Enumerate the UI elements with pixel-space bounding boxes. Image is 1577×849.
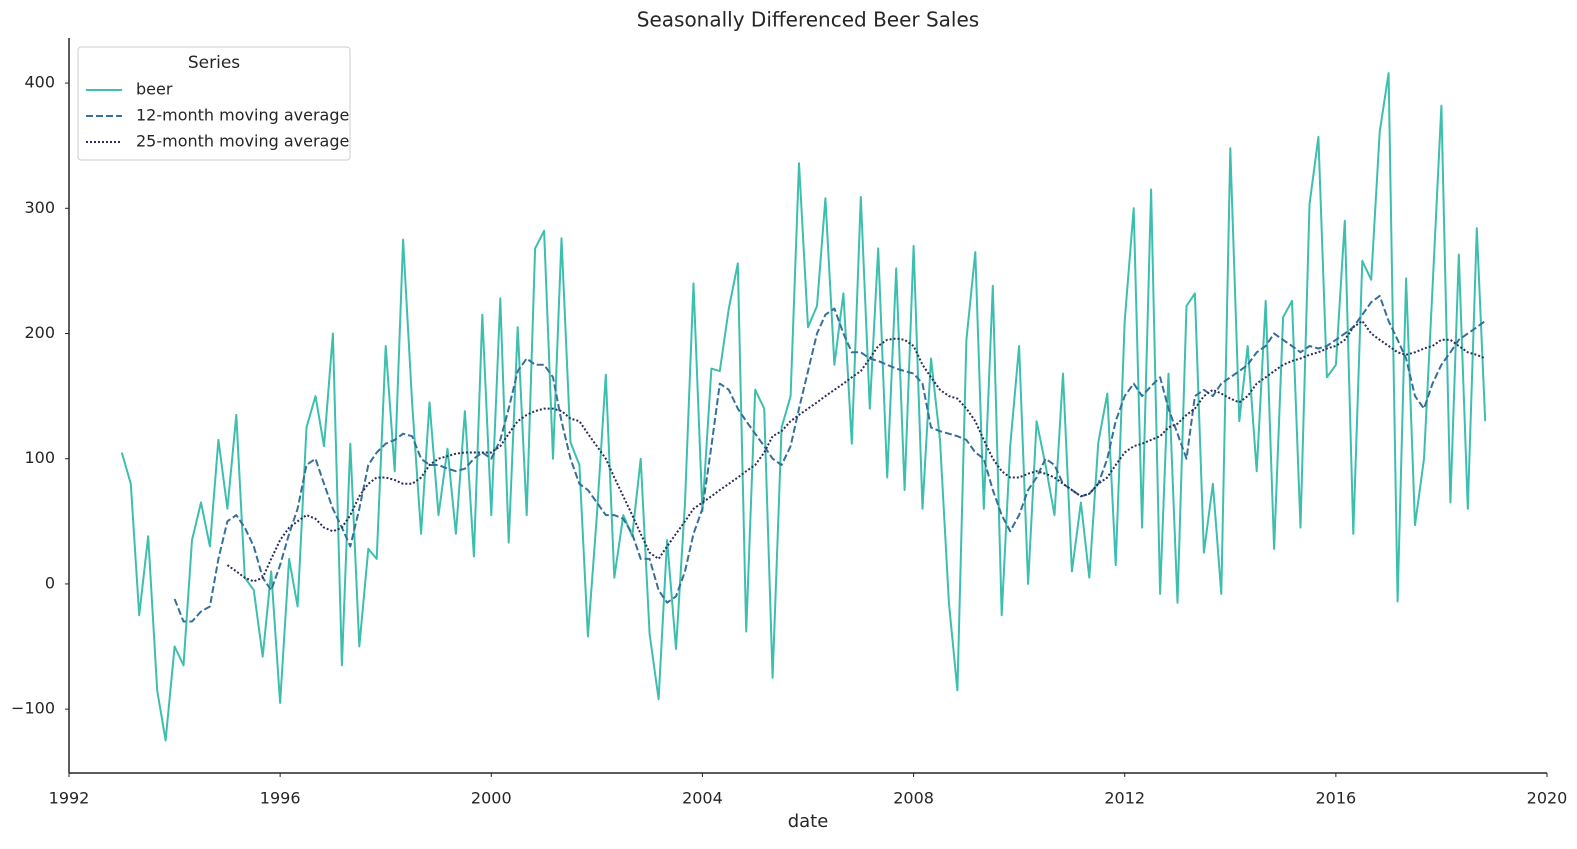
series-line xyxy=(120,72,1487,742)
y-tick-label: 200 xyxy=(24,323,55,342)
plot-area xyxy=(120,72,1487,742)
legend-title: Series xyxy=(188,53,240,73)
series-line xyxy=(226,320,1486,583)
legend-label: 12-month moving average xyxy=(136,106,349,125)
x-axis-label: date xyxy=(788,811,829,832)
x-tick-label: 1996 xyxy=(260,789,301,808)
x-tick-label: 2000 xyxy=(471,789,512,808)
y-tick-label: 400 xyxy=(24,73,55,92)
x-tick-label: 2004 xyxy=(682,789,723,808)
y-tick-label: −100 xyxy=(11,699,55,718)
chart-title: Seasonally Differenced Beer Sales xyxy=(637,8,979,32)
x-tick-label: 2020 xyxy=(1527,789,1568,808)
y-tick-label: 0 xyxy=(45,573,55,592)
legend-label: beer xyxy=(136,80,173,99)
legend-label: 25-month moving average xyxy=(136,132,349,151)
series-line xyxy=(173,294,1486,623)
legend: Series beer 12-month moving average 25-mon… xyxy=(77,46,351,161)
x-tick-label: 2016 xyxy=(1315,789,1356,808)
x-tick-label: 2008 xyxy=(893,789,934,808)
x-tick-label: 1992 xyxy=(49,789,90,808)
legend-box xyxy=(77,46,351,161)
x-tick-label: 2012 xyxy=(1104,789,1145,808)
y-tick-label: 300 xyxy=(24,198,55,217)
y-tick-label: 100 xyxy=(24,448,55,467)
